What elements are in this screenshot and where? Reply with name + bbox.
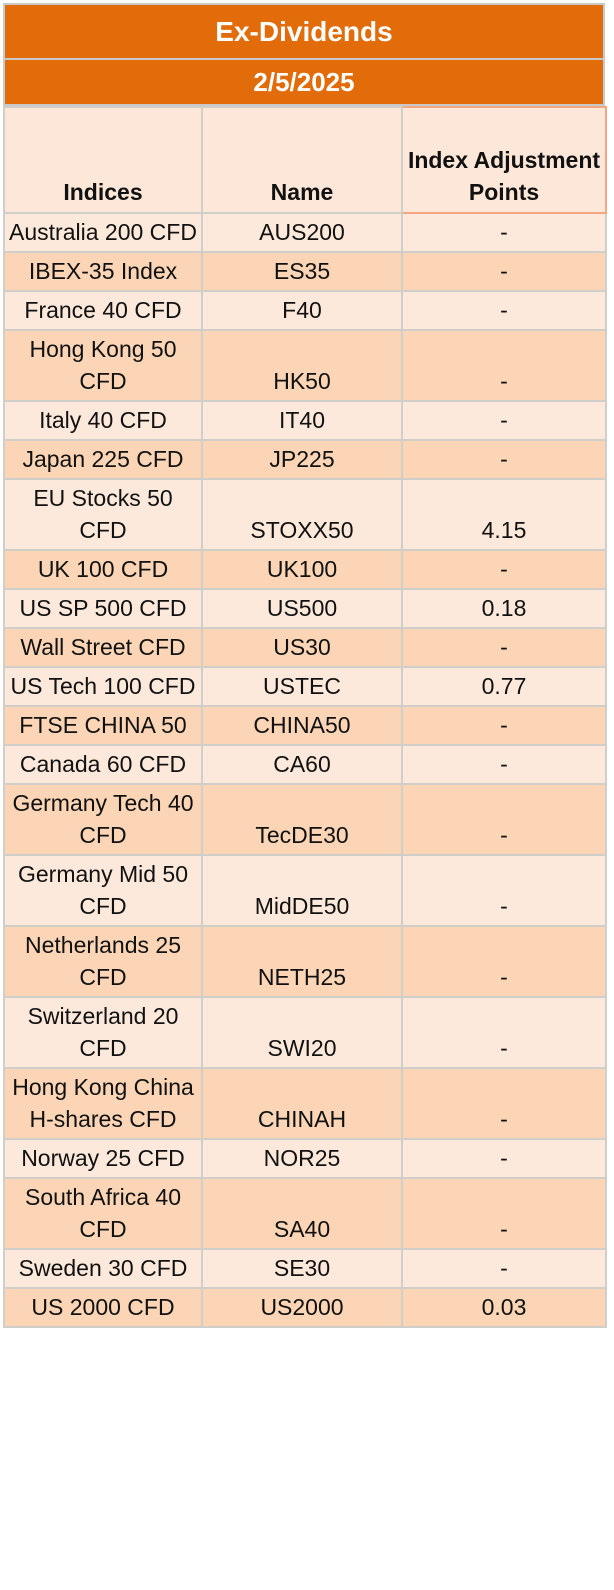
- cell-name: HK50: [201, 329, 403, 402]
- table-row: Wall Street CFD US30-: [3, 627, 607, 668]
- table-row: Japan 225 CFD JP225-: [3, 439, 607, 480]
- cell-index: Australia 200 CFD: [3, 212, 203, 253]
- cell-points: 0.03: [401, 1287, 607, 1328]
- table-row: UK 100 CFD UK100-: [3, 549, 607, 590]
- cell-points: -: [401, 1067, 607, 1140]
- cell-points: -: [401, 705, 607, 746]
- table-row: Germany Tech 40 CFD TecDE30-: [3, 783, 607, 856]
- cell-points: -: [401, 627, 607, 668]
- cell-points: -: [401, 783, 607, 856]
- cell-name: SE30: [201, 1248, 403, 1289]
- cell-name: JP225: [201, 439, 403, 480]
- cell-index: Norway 25 CFD: [3, 1138, 203, 1179]
- cell-index: Netherlands 25 CFD: [3, 925, 203, 998]
- cell-name: US30: [201, 627, 403, 668]
- cell-points: 4.15: [401, 478, 607, 551]
- cell-name: MidDE50: [201, 854, 403, 927]
- title-band: Ex-Dividends: [3, 3, 605, 60]
- cell-points: -: [401, 744, 607, 785]
- cell-index: IBEX-35 Index: [3, 251, 203, 292]
- table-row: Italy 40 CFD IT40-: [3, 400, 607, 441]
- cell-points: -: [401, 251, 607, 292]
- cell-name: ES35: [201, 251, 403, 292]
- cell-name: UK100: [201, 549, 403, 590]
- cell-index: Italy 40 CFD: [3, 400, 203, 441]
- table-row: France 40 CFD F40-: [3, 290, 607, 331]
- cell-name: STOXX50: [201, 478, 403, 551]
- cell-index: Germany Tech 40 CFD: [3, 783, 203, 856]
- cell-name: USTEC: [201, 666, 403, 707]
- header-name: Name: [201, 106, 403, 214]
- cell-index: South Africa 40 CFD: [3, 1177, 203, 1250]
- table-row: FTSE CHINA 50 CHINA50-: [3, 705, 607, 746]
- table-row: Hong Kong China H-shares CFD CHINAH -: [3, 1067, 607, 1140]
- header-indices: Indices: [3, 106, 203, 214]
- cell-points: -: [401, 996, 607, 1069]
- cell-name: NETH25: [201, 925, 403, 998]
- sheet-title: Ex-Dividends: [215, 15, 393, 47]
- table-body: Australia 200 CFD AUS200- IBEX-35 Index ES3…: [3, 212, 607, 1328]
- cell-points: -: [401, 1248, 607, 1289]
- cell-name: F40: [201, 290, 403, 331]
- cell-index: Wall Street CFD: [3, 627, 203, 668]
- table-row: South Africa 40 CFD SA40-: [3, 1177, 607, 1250]
- cell-points: -: [401, 1177, 607, 1250]
- date-band: 2/5/2025: [3, 60, 605, 106]
- cell-name: CA60: [201, 744, 403, 785]
- cell-name: US500: [201, 588, 403, 629]
- cell-index: France 40 CFD: [3, 290, 203, 331]
- cell-name: IT40: [201, 400, 403, 441]
- table-row: Australia 200 CFD AUS200-: [3, 212, 607, 253]
- table-row: US SP 500 CFD US500 0.18: [3, 588, 607, 629]
- cell-points: 0.77: [401, 666, 607, 707]
- cell-index: Hong Kong China H-shares CFD: [3, 1067, 203, 1140]
- cell-points: -: [401, 290, 607, 331]
- cell-points: -: [401, 400, 607, 441]
- cell-name: US2000: [201, 1287, 403, 1328]
- cell-index: US Tech 100 CFD: [3, 666, 203, 707]
- table-row: Netherlands 25 CFD NETH25-: [3, 925, 607, 998]
- table-row: IBEX-35 Index ES35-: [3, 251, 607, 292]
- cell-index: Hong Kong 50 CFD: [3, 329, 203, 402]
- cell-points: -: [401, 439, 607, 480]
- table-row: Canada 60 CFD CA60-: [3, 744, 607, 785]
- cell-index: Germany Mid 50 CFD: [3, 854, 203, 927]
- cell-name: TecDE30: [201, 783, 403, 856]
- table-row: US Tech 100 CFD USTEC 0.77: [3, 666, 607, 707]
- cell-index: Sweden 30 CFD: [3, 1248, 203, 1289]
- table-row: Hong Kong 50 CFD HK50-: [3, 329, 607, 402]
- cell-points: -: [401, 329, 607, 402]
- table-row: Norway 25 CFD NOR25-: [3, 1138, 607, 1179]
- table-row: Sweden 30 CFD SE30-: [3, 1248, 607, 1289]
- cell-points: -: [401, 854, 607, 927]
- ex-dividends-sheet: Ex-Dividends 2/5/2025 Indices Name Index…: [3, 3, 607, 1328]
- cell-points: -: [401, 1138, 607, 1179]
- table-row: US 2000 CFD US2000 0.03: [3, 1287, 607, 1328]
- table-row: Germany Mid 50 CFD MidDE50-: [3, 854, 607, 927]
- header-points: Index Adjustment Points: [401, 106, 607, 214]
- cell-name: SWI20: [201, 996, 403, 1069]
- cell-index: US SP 500 CFD: [3, 588, 203, 629]
- sheet-date: 2/5/2025: [253, 66, 355, 97]
- cell-index: FTSE CHINA 50: [3, 705, 203, 746]
- cell-points: -: [401, 925, 607, 998]
- cell-index: Switzerland 20 CFD: [3, 996, 203, 1069]
- cell-name: AUS200: [201, 212, 403, 253]
- ex-dividends-table: Indices Name Index Adjustment Points Aus…: [3, 106, 607, 1328]
- cell-points: -: [401, 212, 607, 253]
- cell-name: CHINAH: [201, 1067, 403, 1140]
- cell-index: Canada 60 CFD: [3, 744, 203, 785]
- cell-name: SA40: [201, 1177, 403, 1250]
- header-row: Indices Name Index Adjustment Points: [3, 106, 607, 214]
- cell-index: Japan 225 CFD: [3, 439, 203, 480]
- cell-index: EU Stocks 50 CFD: [3, 478, 203, 551]
- cell-index: US 2000 CFD: [3, 1287, 203, 1328]
- cell-index: UK 100 CFD: [3, 549, 203, 590]
- table-row: EU Stocks 50 CFD STOXX50 4.15: [3, 478, 607, 551]
- cell-points: -: [401, 549, 607, 590]
- cell-name: NOR25: [201, 1138, 403, 1179]
- cell-points: 0.18: [401, 588, 607, 629]
- table-row: Switzerland 20 CFD SWI20-: [3, 996, 607, 1069]
- cell-name: CHINA50: [201, 705, 403, 746]
